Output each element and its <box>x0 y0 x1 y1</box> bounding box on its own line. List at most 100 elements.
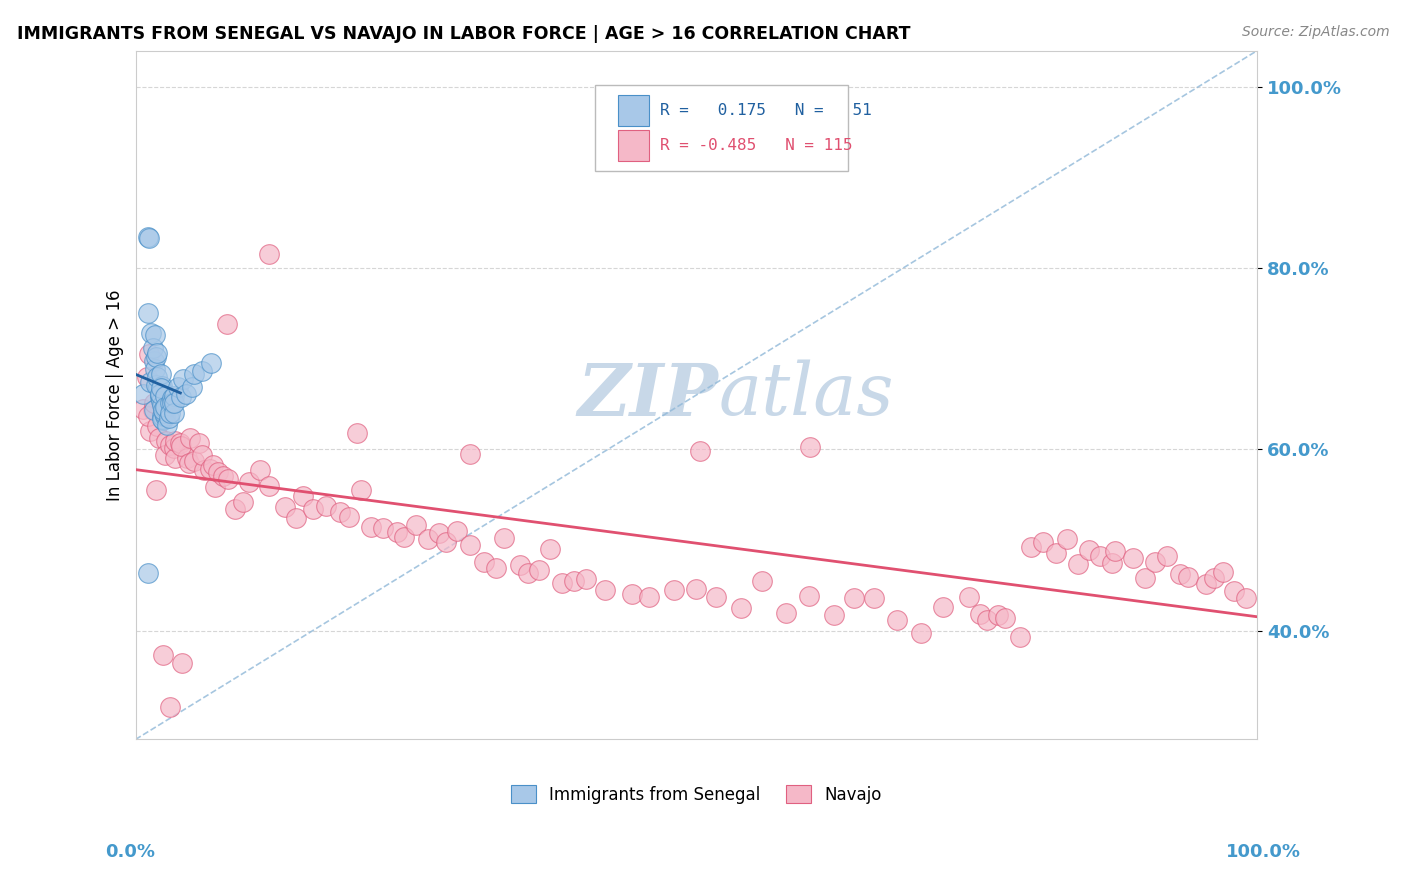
Point <box>730 600 752 615</box>
Point <box>204 480 226 494</box>
Point <box>472 555 495 569</box>
Point <box>139 424 162 438</box>
Point <box>799 589 821 603</box>
Point <box>485 561 508 575</box>
Point <box>142 403 165 417</box>
Point <box>1032 535 1054 549</box>
Point <box>148 379 170 393</box>
Point <box>138 376 160 390</box>
Point <box>152 648 174 662</box>
Point <box>1066 557 1088 571</box>
Point <box>207 465 229 479</box>
Text: IMMIGRANTS FROM SENEGAL VS NAVAJO IN LABOR FORCE | AGE > 16 CORRELATION CHART: IMMIGRANTS FROM SENEGAL VS NAVAJO IN LAB… <box>17 25 910 43</box>
Point <box>863 591 886 605</box>
Point <box>132 386 155 401</box>
Point <box>138 231 160 245</box>
Point <box>238 475 260 489</box>
Point <box>191 448 214 462</box>
Point <box>149 387 172 401</box>
Text: ZIP: ZIP <box>578 359 718 431</box>
Point <box>135 370 157 384</box>
Point <box>509 558 531 572</box>
Point <box>183 367 205 381</box>
Point <box>152 403 174 417</box>
Point <box>315 500 337 514</box>
Point <box>179 431 201 445</box>
Point <box>284 510 307 524</box>
Point <box>145 377 167 392</box>
Point <box>155 402 177 417</box>
Point <box>157 411 180 425</box>
Point <box>823 608 845 623</box>
Point <box>337 510 360 524</box>
Point <box>150 412 173 426</box>
Point <box>346 426 368 441</box>
Point <box>329 505 352 519</box>
Point <box>136 566 159 580</box>
Point <box>150 378 173 392</box>
Point <box>259 247 281 261</box>
Point <box>385 525 408 540</box>
Point <box>987 607 1010 622</box>
Point <box>193 463 215 477</box>
Point <box>775 607 797 621</box>
Point <box>274 500 297 514</box>
Point <box>392 530 415 544</box>
Point <box>136 409 159 423</box>
Point <box>1104 544 1126 558</box>
Point <box>1101 556 1123 570</box>
Point <box>163 396 186 410</box>
Point <box>169 436 191 450</box>
Point <box>149 367 172 381</box>
Point <box>886 613 908 627</box>
Point <box>662 583 685 598</box>
Point <box>170 439 193 453</box>
Point <box>143 362 166 376</box>
Point <box>190 363 212 377</box>
Point <box>165 450 187 465</box>
FancyBboxPatch shape <box>595 85 848 171</box>
Point <box>1234 591 1257 606</box>
Point <box>494 532 516 546</box>
Text: R =   0.175   N =   51: R = 0.175 N = 51 <box>661 103 872 118</box>
Point <box>427 526 450 541</box>
Point <box>153 409 176 423</box>
Point <box>212 468 235 483</box>
Point <box>969 607 991 622</box>
Point <box>152 406 174 420</box>
Point <box>976 613 998 627</box>
Point <box>638 591 661 605</box>
Point <box>215 317 238 331</box>
Point <box>163 389 186 403</box>
Point <box>575 572 598 586</box>
Point <box>172 371 194 385</box>
Point <box>148 431 170 445</box>
Point <box>685 582 707 597</box>
Point <box>1078 543 1101 558</box>
Point <box>551 575 574 590</box>
Point <box>159 438 181 452</box>
Point <box>142 402 165 417</box>
Point <box>146 346 169 360</box>
Point <box>564 574 586 589</box>
Point <box>176 450 198 465</box>
Point <box>1122 551 1144 566</box>
Point <box>156 417 179 432</box>
Point <box>200 356 222 370</box>
Point <box>1045 545 1067 559</box>
Point <box>1056 533 1078 547</box>
Point <box>145 350 167 364</box>
Point <box>174 387 197 401</box>
Point <box>153 401 176 415</box>
Point <box>249 463 271 477</box>
Point <box>166 379 188 393</box>
Point <box>1010 630 1032 644</box>
Point <box>152 412 174 426</box>
Point <box>146 369 169 384</box>
Point <box>416 533 439 547</box>
Point <box>142 341 165 355</box>
Point <box>446 524 468 539</box>
Point <box>516 566 538 580</box>
Point <box>131 402 153 417</box>
Point <box>706 591 728 605</box>
